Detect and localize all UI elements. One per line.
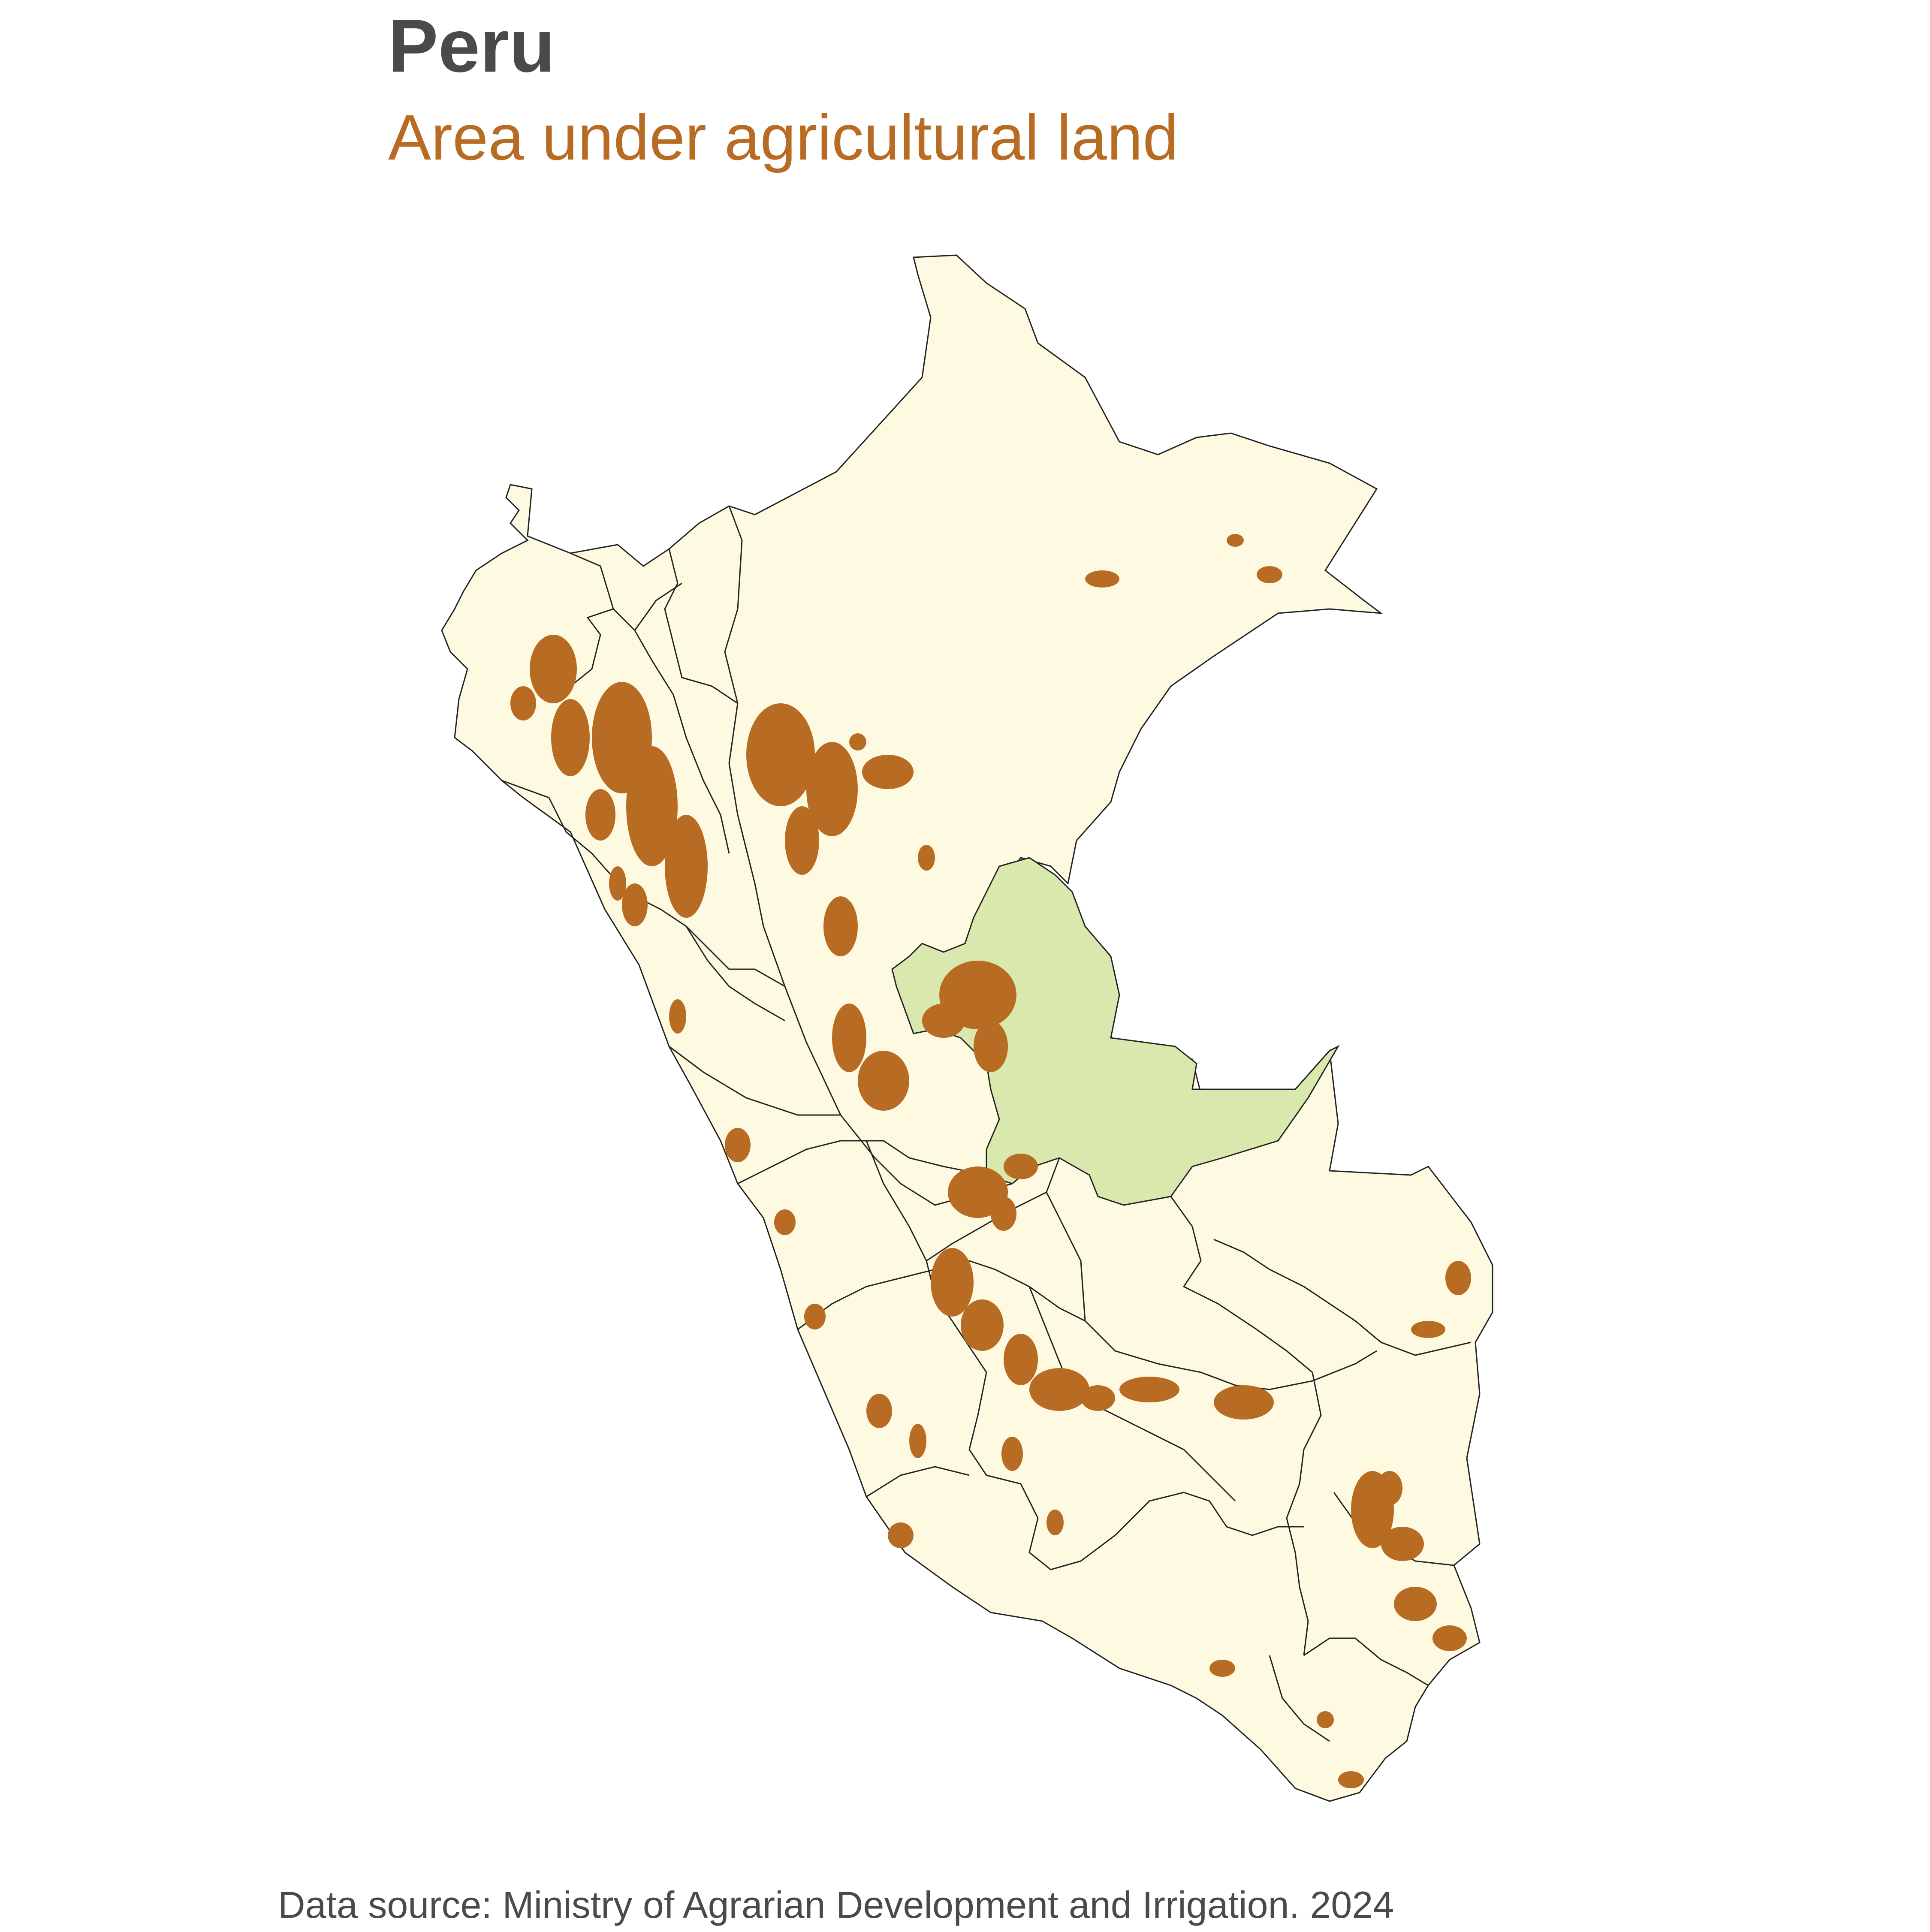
map-title: Peru [388, 4, 555, 88]
agricultural-land [510, 534, 1471, 1788]
map-subtitle: Area under agricultural land [388, 101, 1179, 173]
data-source-caption: Data source: Ministry of Agrarian Develo… [278, 1884, 1394, 1926]
highlighted-region [891, 857, 1340, 1206]
